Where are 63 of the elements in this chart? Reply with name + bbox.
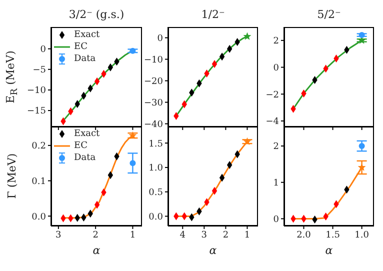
chart-title: 5/2⁻ [316,8,342,21]
y-tick-label: −10 [27,86,46,96]
y-tick-label: 0.5 [148,188,164,198]
y-tick-label: 2 [273,36,279,47]
point [212,60,218,68]
chart-title: 3/2⁻ (g.s.) [68,8,126,21]
y-tick-label: 0.1 [32,176,46,187]
y-tick-label: 0 [273,214,280,225]
y-tick-label: −10 [144,55,164,66]
x-axis-title: α [324,244,334,257]
x-tick-label: 1.5 [326,230,340,240]
y-tick-label: 1.5 [148,139,164,150]
legend-label: EC [74,140,88,152]
point [108,63,114,72]
legend-label: Exact [74,128,100,140]
y-tick-label: −15 [27,106,46,117]
y-tick-label: −4 [266,117,280,128]
y-tick-label: 0 [40,45,46,56]
x-tick-label: 1 [244,230,250,240]
y-tick-label: 0 [273,63,280,74]
point [226,161,232,170]
y-tick-label: 1 [273,178,279,189]
legend-label: Data [74,152,96,164]
y-tick-label: 1.0 [148,164,164,174]
point [243,32,252,40]
point [226,44,232,53]
x-tick-label: 3 [201,230,208,240]
point [219,174,225,182]
point [94,77,100,86]
y-axis-title: Γ (MeV) [6,153,18,199]
x-tick-label: 4 [180,230,186,240]
point [130,160,136,166]
point [130,48,136,54]
x-axis-title: α [92,244,102,257]
y-tick-label: 0.2 [32,142,46,152]
point [358,32,365,38]
y-tick-label: −30 [144,98,164,108]
y-tick-label: 0 [157,34,164,44]
point [358,163,366,171]
y-tick-label: −20 [144,76,164,87]
point [212,186,218,195]
point [243,137,252,146]
y-tick-label: −5 [32,66,46,76]
legend-label: Data [74,54,96,64]
x-tick-label: 2 [92,230,98,240]
point [358,143,365,149]
x-tick-label: 1 [130,230,136,240]
y-tick-label: −40 [144,120,164,130]
legend-label: EC [74,42,88,52]
x-tick-label: 2.0 [296,230,312,240]
x-tick-label: 1.0 [354,230,370,240]
point [219,52,225,61]
legend-label: Exact [74,30,100,40]
y-tick-label: −2 [266,90,279,100]
chart-title: 1/2⁻ [200,8,226,21]
x-tick-label: 2 [222,230,229,240]
x-axis-title: α [208,244,218,257]
point [94,200,100,209]
y-tick-label: 2 [273,142,279,152]
x-tick-label: 3 [56,230,62,240]
y-tick-label: 0.0 [148,212,164,222]
point [108,171,114,180]
y-tick-label: 0.0 [32,212,46,222]
